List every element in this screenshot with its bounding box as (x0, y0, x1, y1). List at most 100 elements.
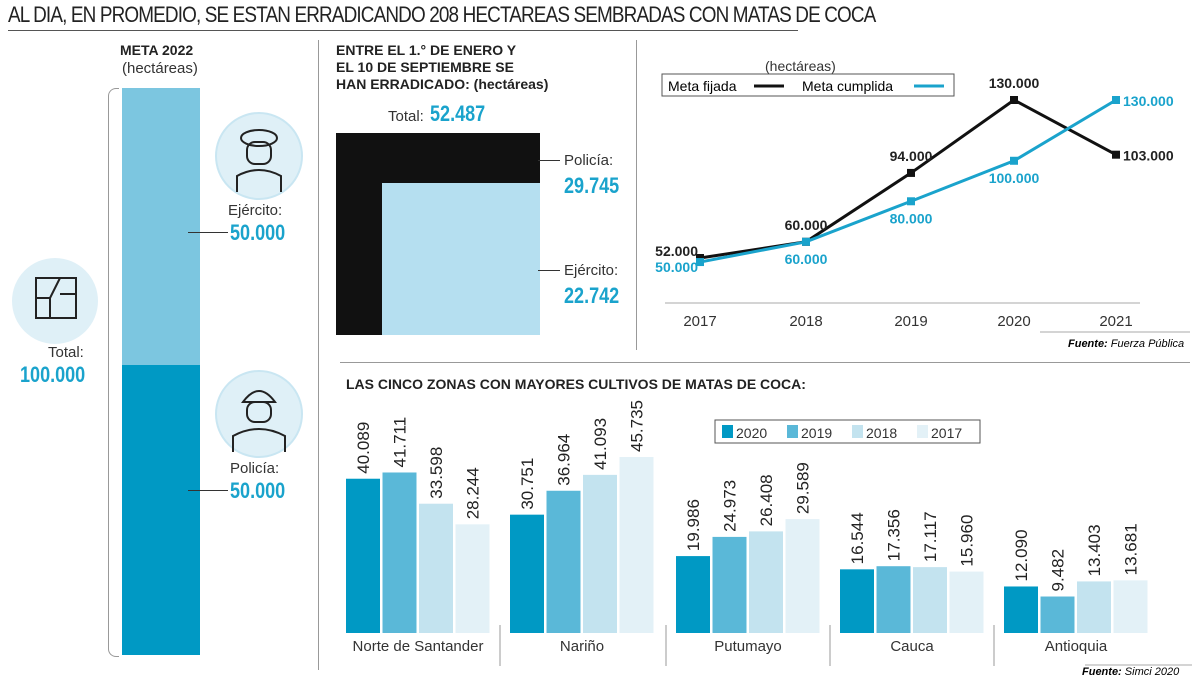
bar-value-label: 13.403 (1085, 524, 1104, 576)
bar-source: Fuente: Simci 2020 (1082, 666, 1180, 675)
source-text: Fuerza Pública (1111, 338, 1184, 350)
soldier-icon (215, 112, 303, 200)
line-source: Fuente: Fuerza Pública (1068, 338, 1184, 350)
erradicado-policia-value: 29.745 (564, 173, 620, 198)
bar-value-label: 17.356 (885, 509, 904, 561)
bar (876, 566, 911, 633)
line-unit: (hectáreas) (765, 58, 836, 74)
ejercito-leader (188, 232, 228, 233)
bar-value-label: 15.960 (958, 515, 977, 567)
ejercito-bar (122, 88, 200, 365)
line-chart: (hectáreas) Meta fijada Meta cumplida Fu… (655, 58, 1190, 350)
bar (583, 474, 617, 633)
meta-heading: META 2022 (120, 42, 194, 58)
x-tick-label: 2017 (683, 313, 716, 330)
legend-label: 2017 (931, 425, 962, 441)
bar (749, 531, 783, 633)
bar (1040, 596, 1075, 633)
bar (619, 457, 654, 633)
heading-line: ENTRE EL 1.° DE ENERO Y (336, 42, 517, 58)
legend-swatch (722, 425, 733, 438)
data-label: 52.000 (655, 243, 698, 259)
total-label: Total: (48, 344, 84, 361)
data-point (1112, 96, 1120, 104)
data-point (696, 258, 704, 267)
bar-value-label: 12.090 (1012, 529, 1031, 581)
divider (318, 40, 319, 670)
data-point (1010, 96, 1018, 104)
policia-bar (122, 365, 200, 655)
data-point (907, 197, 915, 206)
legend-swatch (917, 425, 928, 438)
bar-value-label: 26.408 (757, 474, 776, 526)
data-point (907, 168, 915, 177)
data-label: 100.000 (989, 170, 1040, 186)
bar (419, 503, 453, 633)
legend-swatch (852, 425, 863, 438)
source-text: Simci 2020 (1125, 666, 1180, 675)
bar-value-label: 30.751 (518, 458, 537, 510)
page-title: AL DIA, EN PROMEDIO, SE ESTAN ERRADICAND… (8, 2, 876, 27)
bar-value-label: 33.598 (427, 447, 446, 499)
category-label: Cauca (890, 638, 934, 655)
bar (346, 478, 380, 633)
erradicado-policia-label: Policía: (564, 152, 614, 169)
bar (1077, 581, 1111, 633)
data-point (1010, 156, 1018, 165)
ejercito-value: 50.000 (230, 220, 286, 245)
bar (949, 571, 984, 633)
divider (636, 40, 637, 350)
bar (676, 556, 710, 633)
bar-value-label: 17.117 (921, 511, 940, 562)
bar-value-label: 45.735 (628, 400, 647, 452)
data-label: 50.000 (655, 259, 698, 275)
data-label: 60.000 (785, 251, 828, 267)
bar (1113, 580, 1148, 633)
source-label: Fuente: (1082, 666, 1122, 675)
bar-value-label: 29.589 (794, 462, 813, 514)
bar-value-label: 16.544 (848, 512, 867, 564)
bar-value-label: 41.093 (591, 418, 610, 470)
source-label: Fuente: (1068, 338, 1108, 350)
legend-label: 2020 (736, 425, 767, 441)
bar-value-label: 19.986 (684, 499, 703, 551)
x-tick-label: 2020 (997, 313, 1030, 330)
x-tick-label: 2019 (894, 313, 927, 330)
erradicado-heading: ENTRE EL 1.° DE ENERO Y EL 10 DE SEPTIEM… (336, 42, 548, 93)
data-label: 130.000 (1123, 93, 1174, 109)
bar-chart-title: LAS CINCO ZONAS CON MAYORES CULTIVOS DE … (346, 376, 806, 392)
category-label: Nariño (560, 638, 604, 655)
bracket (108, 88, 119, 657)
bar (785, 519, 820, 633)
bar (913, 567, 947, 633)
legend-label: 2018 (866, 425, 897, 441)
ejercito-label: Ejército: (228, 202, 283, 219)
data-point (696, 254, 704, 262)
heading-line: EL 10 DE SEPTIEMBRE SE (336, 59, 514, 75)
erradicado-ejercito-label: Ejército: (564, 262, 619, 279)
bar-legend (714, 419, 981, 444)
legend-label: 2019 (801, 425, 832, 441)
x-tick-label: 2018 (789, 313, 822, 330)
category-label: Antioquia (1045, 638, 1108, 655)
total-value: 100.000 (20, 362, 86, 387)
policia-leader (188, 490, 228, 491)
data-point (802, 237, 810, 246)
ejercito-square (382, 183, 540, 335)
legend-label: Meta cumplida (802, 78, 893, 94)
legend-label: Meta fijada (668, 78, 737, 94)
policia-label: Policía: (230, 460, 280, 477)
data-label: 103.000 (1123, 148, 1174, 164)
map-icon (12, 258, 98, 344)
bar (1004, 586, 1038, 633)
bar (382, 472, 417, 633)
line-legend (661, 73, 955, 97)
bar (712, 536, 747, 633)
meta-unit: (hectáreas) (122, 60, 198, 77)
legend-swatch (787, 425, 798, 438)
divider (340, 362, 1190, 363)
bar-value-label: 41.711 (391, 417, 410, 468)
title-underline (8, 30, 798, 31)
bar-value-label: 36.964 (555, 434, 574, 486)
